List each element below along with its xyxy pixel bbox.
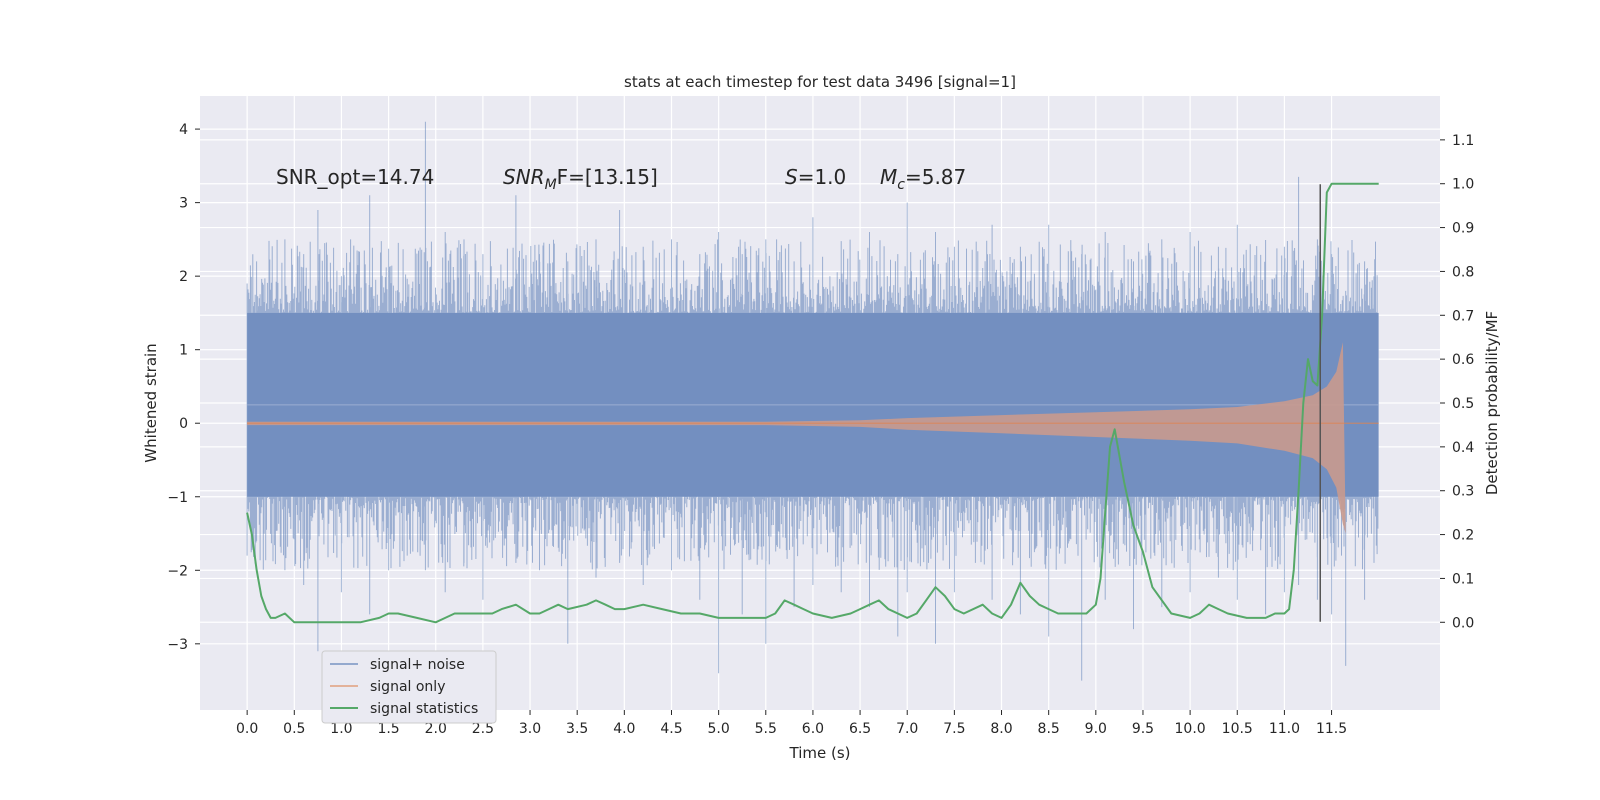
right-tick-label-3: 0.3 [1452,484,1474,500]
right-tick-label-11: 1.1 [1452,133,1474,149]
left-tick-label-5: 2 [179,269,188,285]
legend-box [321,650,497,724]
right-axis-ticks: 0.0 0.1 0.2 0.3 0.4 0.5 0.6 0.7 0.8 0.9 1.0 1.1 [1440,133,1474,631]
x-tick-label-12: 6.0 [802,721,824,737]
right-tick-label-6: 0.6 [1452,352,1474,368]
x-axis-label: Time (s) [789,744,851,762]
chart-title: stats at each timestep for test data 349… [624,73,1016,91]
x-tick-label-5: 2.5 [472,721,494,737]
series-signal-plus-noise [246,121,1379,681]
annotation-mc-sub: c [897,177,905,193]
annotation-mc-rest: =5.87 [905,165,966,189]
annotation-snr-mf: SNRMF=[13.15] [503,165,658,193]
x-tick-label-9: 4.5 [660,721,682,737]
right-axis-label: Detection probability/MF [1483,311,1501,495]
annotation-mc: Mc=5.87 [880,165,966,193]
x-tick-label-0: 0.0 [236,721,258,737]
annotation-snr-mf-rest: F=[13.15] [557,165,658,189]
x-axis-ticks: 0.0 0.5 1.0 1.5 2.0 2.5 3.0 3.5 4.0 4.5 5.0 5.5 6.0 6… [236,710,1347,737]
x-tick-label-19: 9.5 [1132,721,1154,737]
right-tick-label-5: 0.5 [1452,396,1474,412]
right-tick-label-1: 0.1 [1452,571,1474,587]
annotation-s: S=1.0 [785,165,846,189]
x-tick-label-16: 8.0 [990,721,1012,737]
left-axis-ticks: −3 −2 −1 0 1 2 3 4 [167,122,200,653]
right-tick-label-0: 0.0 [1452,615,1474,631]
left-tick-label-3: 0 [179,416,188,432]
statistics-line [246,182,1379,624]
x-tick-label-10: 5.0 [707,721,729,737]
legend-label-signal-statistics: signal statistics [370,701,478,717]
signal-envelope [247,342,1346,534]
legend: signal+ noise signal only signal statist… [321,650,497,724]
annotation-snr-opt: SNR_opt=14.74 [276,165,434,189]
x-tick-label-4: 2.0 [425,721,447,737]
x-tick-label-11: 5.5 [755,721,777,737]
x-tick-label-1: 0.5 [283,721,305,737]
legend-label-signal-only: signal only [370,679,445,695]
x-tick-label-23: 11.5 [1316,721,1347,737]
annotation-mc-var: M [880,165,897,189]
left-tick-label-7: 4 [179,122,188,138]
right-tick-label-9: 0.9 [1452,221,1474,237]
annotation-snr-mf-var: SNR [503,165,545,189]
x-tick-label-15: 7.5 [943,721,965,737]
x-tick-label-21: 10.5 [1222,721,1253,737]
left-tick-label-2: −1 [167,490,188,506]
x-tick-label-13: 6.5 [849,721,871,737]
left-axis-label: Whitened strain [142,343,160,462]
right-tick-label-8: 0.8 [1452,264,1474,280]
right-tick-label-10: 1.0 [1452,177,1474,193]
x-tick-label-7: 3.5 [566,721,588,737]
x-tick-label-6: 3.0 [519,721,541,737]
x-tick-label-22: 11.0 [1269,721,1300,737]
x-tick-label-2: 1.0 [330,721,352,737]
right-tick-label-4: 0.4 [1452,440,1474,456]
left-tick-label-0: −3 [167,637,188,653]
series-signal-statistics [246,182,1379,624]
x-tick-label-3: 1.5 [377,721,399,737]
legend-label-signal-plus-noise: signal+ noise [370,657,465,673]
left-tick-label-6: 3 [179,196,188,212]
right-tick-label-2: 0.2 [1452,528,1474,544]
series-signal-only [247,342,1379,534]
x-tick-label-8: 4.0 [613,721,635,737]
left-tick-label-4: 1 [179,343,188,359]
annotation-s-var: S [785,165,798,189]
right-tick-label-7: 0.7 [1452,308,1474,324]
annotations: SNR_opt=14.74 SNRMF=[13.15] S=1.0 Mc=5.8… [276,165,966,193]
x-tick-label-14: 7.0 [896,721,918,737]
left-tick-label-1: −2 [167,563,188,579]
annotation-snr-mf-sub: M [545,177,557,193]
x-tick-label-17: 8.5 [1038,721,1060,737]
x-tick-label-20: 10.0 [1175,721,1206,737]
x-tick-label-18: 9.0 [1085,721,1107,737]
annotation-s-rest: =1.0 [798,165,847,189]
